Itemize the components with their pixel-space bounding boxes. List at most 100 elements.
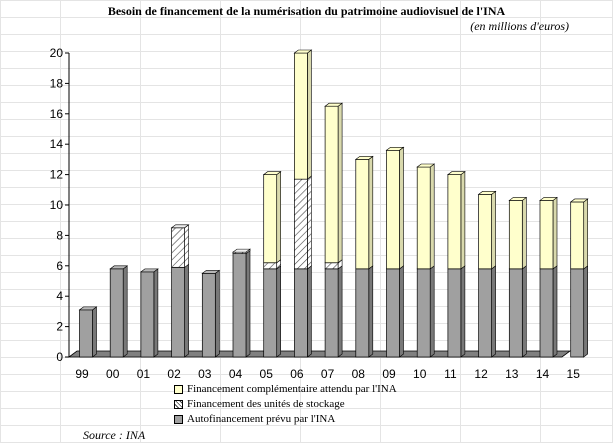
y-tick-label: 12 bbox=[50, 168, 64, 182]
legend-label-complement: Financement complémentaire attendu par l… bbox=[187, 383, 397, 395]
y-tick-label: 14 bbox=[50, 137, 64, 151]
bar-segment-autofinancement bbox=[109, 268, 124, 358]
bar-segment-autofinancement bbox=[140, 271, 155, 358]
bar-top-face bbox=[324, 102, 344, 107]
legend-swatch-autofinancement bbox=[174, 415, 183, 424]
bar-segment-autofinancement-side bbox=[491, 265, 496, 358]
bar-segment-autofinancement bbox=[294, 268, 308, 358]
bar-segment-complement-side bbox=[368, 155, 374, 270]
x-tick-label: 00 bbox=[106, 367, 120, 381]
bar-top-face bbox=[385, 146, 405, 151]
bar-segment-complement-side bbox=[521, 196, 527, 270]
x-tick-label: 11 bbox=[444, 367, 457, 381]
bar-top-face bbox=[446, 171, 466, 175]
bar-segment-complement bbox=[263, 174, 278, 264]
bar-top-face bbox=[201, 270, 221, 274]
bar-segment-complement-side bbox=[337, 102, 343, 264]
y-tick-label: 4 bbox=[56, 289, 63, 303]
bar-segment-autofinancement bbox=[355, 268, 370, 358]
bar-segment-complement-side bbox=[460, 171, 466, 270]
bar-segment-autofinancement bbox=[539, 268, 554, 358]
bar-top-face bbox=[477, 191, 497, 195]
bar-segment-autofinancement bbox=[416, 268, 431, 358]
bar-segment-autofinancement bbox=[478, 268, 492, 358]
bar-segment-autofinancement-side bbox=[337, 265, 343, 358]
x-tick-label: 06 bbox=[290, 367, 304, 381]
bar-segment-autofinancement bbox=[447, 268, 462, 358]
x-tick-label: 02 bbox=[167, 367, 181, 381]
bar-segment-autofinancement-side bbox=[368, 265, 374, 358]
bar-segment-complement bbox=[324, 105, 339, 264]
bar-segment-autofinancement bbox=[508, 268, 523, 358]
bar-segment-complement bbox=[447, 174, 462, 270]
legend-item-complement: Financement complémentaire attendu par l… bbox=[174, 382, 397, 397]
bar-segment-complement-side bbox=[552, 196, 558, 270]
bar-segment-complement bbox=[386, 149, 400, 270]
x-tick-label: 05 bbox=[260, 367, 274, 381]
chart-unit-note: (en millions d'euros) bbox=[470, 19, 569, 33]
bar-top-face bbox=[539, 197, 558, 201]
bar-segment-complement-side bbox=[491, 190, 496, 270]
bar-segment-complement-side bbox=[429, 163, 435, 270]
bar-segment-autofinancement-side bbox=[245, 250, 251, 358]
x-tick-label: 07 bbox=[321, 367, 335, 381]
bar-segment-autofinancement-side bbox=[276, 265, 282, 358]
bar-segment-stockage bbox=[324, 262, 339, 270]
bar-segment-autofinancement-side bbox=[184, 263, 189, 358]
bar-segment-autofinancement-side bbox=[215, 269, 220, 358]
x-tick-label: 10 bbox=[413, 367, 427, 381]
x-tick-label: 14 bbox=[536, 367, 550, 381]
bar-segment-autofinancement bbox=[79, 309, 93, 358]
source-note: Source : INA bbox=[83, 428, 146, 442]
x-tick-label: 08 bbox=[352, 367, 366, 381]
bar-segment-autofinancement bbox=[386, 268, 400, 358]
bar-segment-autofinancement bbox=[232, 253, 247, 358]
bar-segment-autofinancement-side bbox=[521, 265, 527, 358]
bar-segment-autofinancement-side bbox=[92, 306, 97, 358]
bar-segment-complement bbox=[539, 200, 554, 270]
chart-legend: Financement complémentaire attendu par l… bbox=[174, 382, 397, 427]
bar-segment-complement bbox=[416, 166, 431, 270]
y-tick-label: 8 bbox=[56, 228, 63, 242]
y-tick-label: 16 bbox=[50, 107, 64, 121]
x-tick-label: 09 bbox=[382, 367, 396, 381]
legend-item-stockage: Financement des unités de stockage bbox=[174, 397, 397, 412]
legend-swatch-complement bbox=[174, 385, 183, 394]
bar-segment-complement bbox=[508, 200, 523, 270]
bar-segment-stockage-side bbox=[307, 175, 312, 270]
bar-top-face bbox=[139, 268, 159, 273]
bar-segment-autofinancement-side bbox=[583, 265, 589, 358]
y-tick-label: 2 bbox=[56, 320, 63, 334]
legend-item-autofinancement: Autofinancement prévu par l'INA bbox=[174, 412, 397, 427]
x-tick-label: 12 bbox=[474, 367, 488, 381]
bar-top-face bbox=[293, 49, 313, 54]
y-tick-label: 20 bbox=[50, 46, 64, 60]
bar-segment-autofinancement bbox=[324, 268, 339, 358]
bar-segment-autofinancement-side bbox=[153, 268, 159, 358]
bar-segment-autofinancement bbox=[201, 273, 216, 358]
x-tick-label: 13 bbox=[505, 367, 519, 381]
bar-top-face bbox=[232, 248, 251, 253]
bar-segment-complement-side bbox=[399, 146, 404, 270]
bar-segment-stockage bbox=[171, 227, 185, 268]
bar-segment-complement bbox=[478, 194, 492, 270]
bar-top-face bbox=[569, 198, 589, 203]
bar-segment-autofinancement-side bbox=[552, 265, 558, 358]
y-tick-label: 10 bbox=[50, 198, 64, 212]
bar-top-face bbox=[262, 171, 282, 175]
bar-segment-complement bbox=[355, 159, 370, 270]
x-tick-label: 15 bbox=[567, 367, 581, 381]
bar-top-face bbox=[109, 265, 129, 270]
y-tick-label: 0 bbox=[56, 350, 63, 364]
bar-top-face bbox=[416, 163, 436, 168]
y-tick-label: 6 bbox=[56, 259, 63, 273]
bar-segment-autofinancement bbox=[171, 266, 185, 358]
y-tick-label: 18 bbox=[50, 76, 64, 90]
bar-segment-autofinancement bbox=[263, 268, 278, 358]
bar-segment-stockage-side bbox=[184, 224, 189, 268]
bar-segment-complement bbox=[294, 52, 308, 180]
chart-title: Besoin de financement de la numérisation… bbox=[107, 4, 506, 18]
bar-segment-autofinancement-side bbox=[460, 265, 466, 358]
bar-top-face bbox=[170, 224, 190, 229]
